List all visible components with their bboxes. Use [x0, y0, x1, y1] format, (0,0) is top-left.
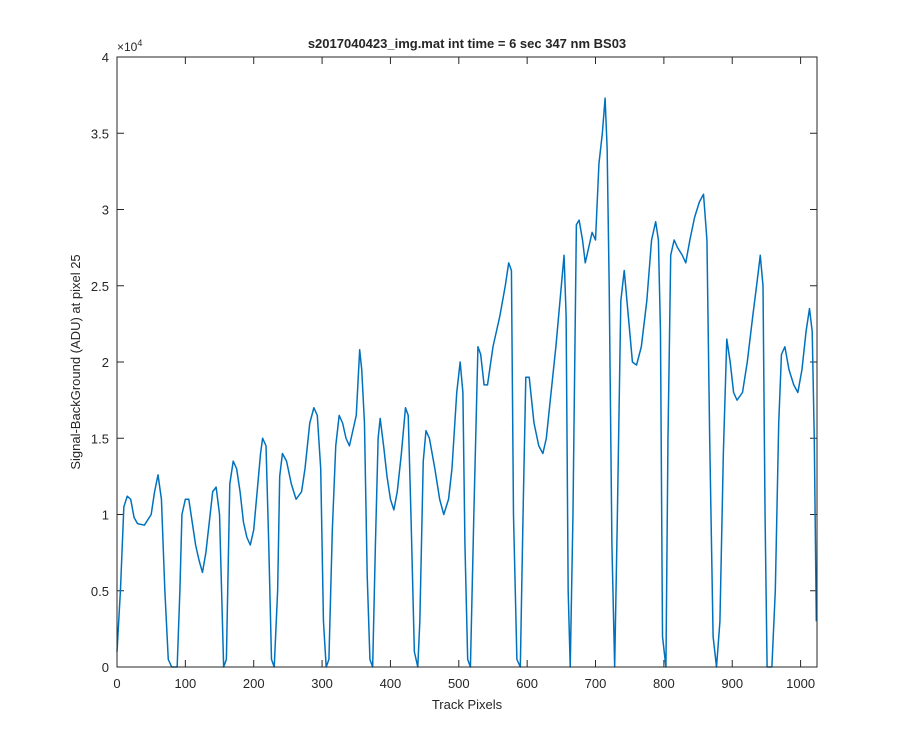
x-tick-label: 400 [380, 676, 402, 691]
x-tick-label: 500 [448, 676, 470, 691]
y-tick-label: 3.5 [91, 126, 109, 141]
y-tick-label: 1.5 [91, 431, 109, 446]
x-tick-label: 0 [113, 676, 120, 691]
y-exponent-power: 4 [137, 38, 142, 48]
x-tick-label: 700 [585, 676, 607, 691]
plot-area [117, 57, 817, 667]
y-tick-label: 2 [102, 355, 109, 370]
x-axis-label: Track Pixels [432, 697, 503, 712]
x-tick-label: 300 [311, 676, 333, 691]
x-tick-label: 600 [516, 676, 538, 691]
x-tick-label: 800 [653, 676, 675, 691]
axes-box [116, 56, 818, 668]
y-exponent-base: ×10 [117, 40, 138, 54]
data-line [116, 97, 818, 668]
x-tick-label: 1000 [786, 676, 815, 691]
y-tick-label: 2.5 [91, 279, 109, 294]
x-tick-label: 100 [175, 676, 197, 691]
y-axis-label: Signal-BackGround (ADU) at pixel 25 [68, 254, 83, 469]
y-tick-label: 0 [102, 660, 109, 675]
y-tick-label: 1 [102, 508, 109, 523]
y-tick-label: 3 [102, 203, 109, 218]
x-tick-label: 200 [243, 676, 265, 691]
x-tick-label: 900 [721, 676, 743, 691]
y-tick-label: 4 [102, 50, 109, 65]
chart-title: s2017040423_img.mat int time = 6 sec 347… [308, 36, 626, 51]
y-exponent: ×104 [117, 38, 142, 54]
y-tick-label: 0.5 [91, 584, 109, 599]
